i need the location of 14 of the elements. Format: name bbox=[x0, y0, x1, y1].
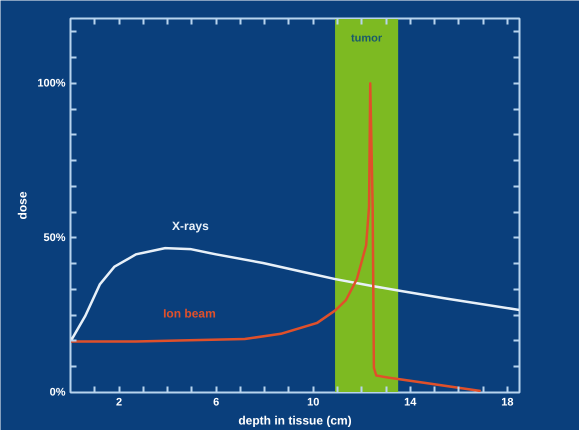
series-label: Ion beam bbox=[163, 306, 216, 320]
series-label: X-rays bbox=[172, 219, 210, 234]
x-tick-label: 14 bbox=[404, 396, 418, 408]
x-tick-label: 18 bbox=[501, 396, 514, 408]
x-tick-label: 6 bbox=[213, 396, 220, 408]
x-axis-title: depth in tissue (cm) bbox=[238, 414, 352, 428]
y-axis-title: dose bbox=[15, 191, 30, 220]
line-series bbox=[70, 82, 482, 392]
band-label: tumor bbox=[351, 32, 383, 44]
y-tick-label: 50% bbox=[43, 232, 66, 244]
y-tick-label: 100% bbox=[37, 77, 66, 90]
x-tick-label: 2 bbox=[116, 396, 122, 408]
y-tick-label: 0% bbox=[50, 386, 66, 398]
x-tick-label: 10 bbox=[307, 396, 320, 408]
